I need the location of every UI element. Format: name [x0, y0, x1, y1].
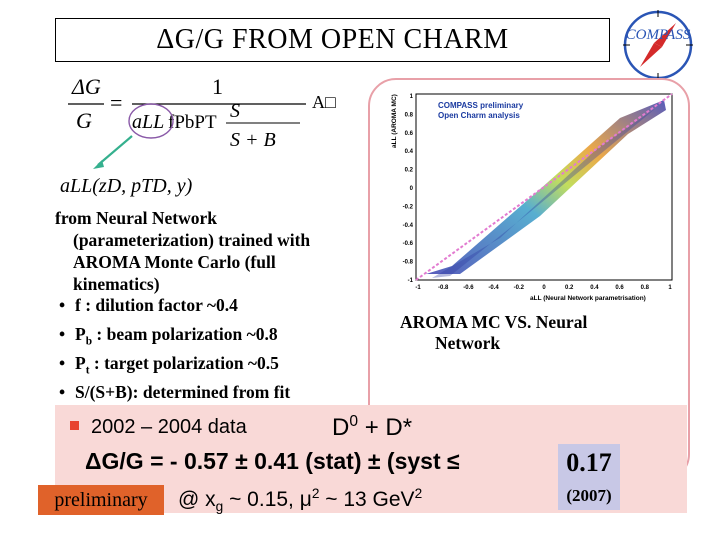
formula-all: aLL [132, 111, 164, 133]
formula-s: S [230, 100, 240, 122]
bullet-signal-fraction: • S/(S+B): determined from fit [59, 382, 291, 402]
factor-bullet-list: • f : dilution factor ~0.4 • Pb : beam pol… [55, 295, 375, 411]
nn-line-4: kinematics) [73, 274, 160, 294]
kinematics-text: @ xg ~ 0.15, μ2 ~ 13 GeV2 [178, 486, 423, 515]
delta-g-result: ΔG/G = - 0.57 ± 0.41 (stat) ± (syst ≤ [85, 448, 460, 474]
plot-x-label: aLL (Neural Network parametrisation) [530, 295, 646, 302]
x-tick-label: -0.4 [488, 285, 499, 291]
formula-asymmetry: A□ [312, 92, 336, 112]
formula-rhs-numerator: 1 [212, 74, 223, 99]
x-tick-label: -1 [415, 285, 421, 291]
y-tick-label: -0.6 [403, 241, 414, 247]
y-tick-label: 0.2 [405, 168, 414, 174]
plot-caption-line-2: Network [435, 333, 501, 353]
y-tick-label: 0.8 [405, 112, 414, 118]
asymmetry-formula: ΔG G = 1 aLL fPbPT S S + B A□ aLL(zD, pT… [60, 74, 336, 197]
bullet-square-icon [70, 421, 79, 430]
formula-fpbpt: fPbPT [168, 112, 217, 133]
x-tick-label: -0.6 [463, 285, 474, 291]
y-tick-labels: 1 0.8 0.6 0.4 0.2 0 -0.2 -0.4 -0.6 -0.8 -1 [403, 94, 414, 284]
bullet-beam-pol: • Pb : beam polarization ~0.8 [59, 324, 278, 348]
x-tick-label: 0.6 [615, 285, 624, 291]
x-tick-label: 0.4 [590, 285, 599, 291]
nn-line-3: AROMA Monte Carlo (full [73, 252, 276, 272]
x-tick-label: 0.2 [565, 285, 574, 291]
x-tick-labels: -1 -0.8 -0.6 -0.4 -0.2 0 0.2 0.4 0.6 0.8 1 [415, 285, 672, 291]
nn-line-1: from Neural Network [55, 208, 217, 228]
x-tick-label: -0.8 [438, 285, 449, 291]
x-tick-label: 1 [668, 285, 672, 291]
systematic-year-box: (2007) [558, 482, 620, 510]
systematic-value-box: 0.17 [558, 444, 620, 482]
y-tick-label: -0.2 [403, 204, 414, 210]
formula-lhs-numerator: ΔG [71, 74, 101, 99]
formula-equals: = [110, 90, 122, 115]
y-tick-label: 0 [410, 186, 414, 192]
y-tick-label: 0.4 [405, 149, 414, 155]
y-tick-label: -1 [408, 278, 414, 284]
bullet-target-pol: • Pt : target polarization ~0.5 [59, 353, 279, 377]
scatter-band [426, 100, 666, 274]
y-tick-label: 1 [410, 94, 414, 100]
plot-header-1: COMPASS preliminary [438, 101, 524, 110]
y-tick-label: -0.4 [403, 223, 414, 229]
formula-s-plus-b: S + B [230, 129, 276, 151]
y-tick-label: 0.6 [405, 131, 414, 137]
bullet-dilution: • f : dilution factor ~0.4 [59, 295, 238, 315]
formula-lhs-denominator: G [76, 108, 92, 133]
decay-channel: D0 + D* [332, 413, 413, 441]
formula-dependency: aLL(zD, pTD, y) [60, 175, 193, 197]
plot-header-2: Open Charm analysis [438, 111, 520, 120]
plot-y-label: aLL (AROMA MC) [391, 94, 398, 148]
x-tick-label: 0.8 [641, 285, 650, 291]
x-tick-label: -0.2 [514, 285, 525, 291]
plot-caption: AROMA MC VS. Neural Network [400, 312, 690, 354]
correlation-plot: COMPASS preliminary Open Charm analysis … [391, 93, 673, 302]
data-years: 2002 – 2004 data [70, 416, 247, 439]
all-highlight-ellipse [128, 103, 174, 139]
nn-line-2: (parameterization) trained with [73, 230, 311, 250]
preliminary-badge: preliminary [38, 485, 164, 515]
logo-text: COMPASS [626, 27, 691, 43]
neural-network-description: from Neural Network (parameterization) t… [55, 207, 365, 295]
slide-title: ΔG/G FROM OPEN CHARM [55, 18, 610, 62]
y-tick-label: -0.8 [403, 260, 414, 266]
compass-logo: COMPASS [623, 10, 693, 80]
diagonal-line [415, 93, 673, 281]
plot-caption-line-1: AROMA MC VS. Neural [400, 312, 588, 332]
x-tick-label: 0 [542, 285, 546, 291]
